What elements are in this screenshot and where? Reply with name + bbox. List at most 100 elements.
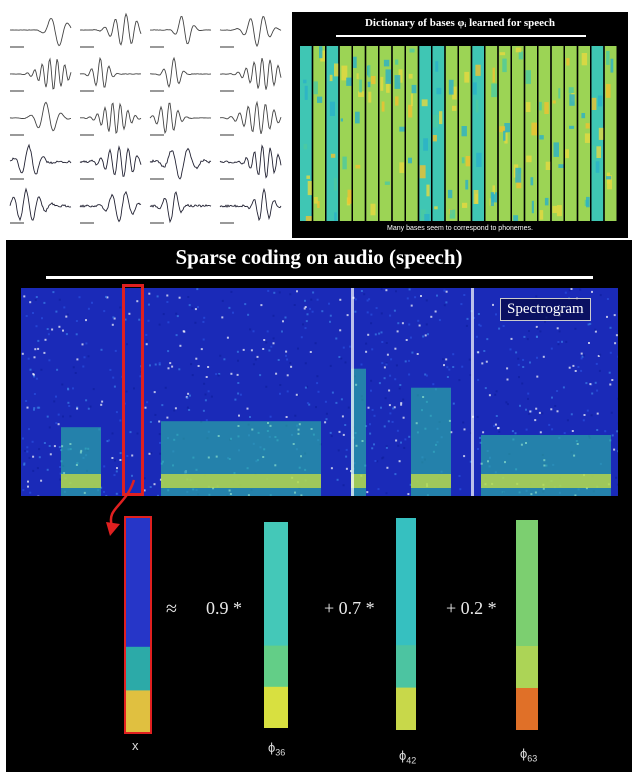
basis-patch: [568, 87, 574, 94]
spectrogram-speckle: [335, 337, 338, 340]
spectrogram-speckle: [344, 361, 347, 364]
spectrogram-speckle: [272, 337, 275, 340]
spectrogram-speckle: [189, 394, 191, 397]
spectrogram-speckle: [21, 352, 24, 355]
spectrogram-speckle: [48, 445, 51, 447]
spectrogram-speckle: [103, 465, 106, 468]
spectrogram-speckle: [81, 343, 84, 346]
spectrogram-speckle: [324, 421, 327, 424]
spectrogram-speckle: [188, 304, 191, 307]
spectrogram-speckle: [178, 296, 181, 299]
basis-patch: [353, 56, 357, 68]
basis-patch: [355, 111, 360, 124]
spectrogram-speckle: [463, 455, 466, 458]
spectrogram-speckle: [582, 419, 585, 422]
spectrogram-speckle: [411, 351, 414, 354]
spectrogram-speckle: [76, 406, 79, 409]
spectrogram-speckle: [461, 365, 464, 368]
spectrogram-speckle: [59, 466, 61, 468]
spectrogram-speckle: [119, 419, 122, 422]
spectrogram-speckle: [48, 426, 51, 429]
spectrogram-speckle: [443, 364, 445, 367]
spectrogram-speckle: [568, 366, 571, 369]
scale-bar: [220, 46, 234, 48]
spectrogram-speckle: [22, 437, 24, 440]
basis-patch: [423, 138, 428, 151]
spectrogram-speckle: [347, 406, 350, 409]
spectrogram-speckle: [416, 353, 419, 355]
spectrogram-speckle: [408, 435, 411, 438]
basis-patch: [545, 161, 551, 170]
spectrogram-speckle: [404, 360, 407, 363]
spectrogram-speckle: [340, 398, 343, 401]
spectrogram-speckle: [187, 296, 190, 298]
spectrogram-speckle: [424, 334, 427, 337]
column-separator: [391, 46, 393, 221]
spectrogram-speckle: [393, 309, 396, 312]
spectrogram-speckle: [138, 318, 141, 321]
approx-symbol: ≈: [166, 598, 177, 620]
spectrogram-speckle: [31, 440, 34, 443]
spectrogram-speckle: [145, 339, 148, 342]
waveform-trace: [149, 191, 212, 224]
basis-patch: [380, 76, 384, 91]
basis-patch: [552, 205, 557, 213]
spectrogram-speckle: [62, 415, 64, 418]
spectrogram-speckle: [297, 394, 300, 397]
waveform-basis-grid: [0, 0, 290, 236]
spectrogram-speckle: [191, 307, 194, 310]
spectrogram-speckle: [32, 371, 35, 373]
spectrogram-speckle: [407, 493, 410, 496]
spectrogram-speckle: [408, 288, 411, 291]
basis-patch: [504, 132, 508, 144]
spectrogram-energy: [351, 368, 366, 496]
spectrogram-speckle: [482, 431, 485, 434]
spectrogram-speckle: [230, 372, 233, 375]
spectrogram-speckle: [23, 462, 26, 465]
spectrogram-speckle: [238, 414, 240, 417]
spectrogram-speckle: [381, 341, 384, 343]
basis-column: [300, 46, 312, 221]
spectrogram-speckle: [154, 413, 157, 416]
spectrogram-speckle: [517, 357, 520, 360]
spectrogram-speckle: [596, 429, 599, 431]
spectrogram-speckle: [387, 420, 390, 423]
frame-vector-x: [124, 516, 152, 734]
spectrogram-speckle: [617, 355, 618, 358]
coefficient-2: + 0.7 *: [324, 598, 375, 618]
spectrogram-speckle: [158, 433, 161, 436]
spectrogram-speckle: [448, 368, 451, 371]
spectrogram-speckle: [485, 360, 488, 363]
basis-patch: [435, 61, 439, 72]
spectrogram-speckle: [427, 333, 429, 336]
spectrogram-speckle: [344, 424, 347, 426]
spectrogram-speckle: [506, 378, 509, 381]
spectrogram-speckle: [112, 376, 115, 379]
spectrogram-image: [21, 288, 618, 496]
spectrogram-speckle: [69, 415, 72, 418]
spectrogram-speckle: [366, 299, 369, 302]
basis-patch: [452, 105, 457, 111]
spectrogram-speckle: [535, 325, 538, 328]
basis-patch: [490, 192, 495, 206]
spectrogram-speckle: [468, 358, 471, 361]
basis-patch: [475, 64, 481, 76]
spectrogram-speckle: [246, 407, 249, 410]
spectrogram-speckle: [218, 373, 221, 375]
spectrogram-speckle: [522, 366, 525, 368]
selected-frame-box: [122, 284, 144, 496]
waveform-trace: [149, 147, 212, 180]
basis-patch: [410, 93, 413, 107]
spectrogram-speckle: [613, 314, 616, 317]
spectrogram-speckle: [535, 407, 538, 410]
spectrogram-speckle: [47, 333, 50, 336]
spectrogram-speckle: [597, 355, 600, 357]
spectrogram-speckle: [119, 452, 122, 455]
spectrogram-speckle: [442, 358, 444, 361]
spectrogram-speckle: [336, 478, 339, 481]
basis-column: [565, 46, 577, 221]
spectrogram-speckle: [103, 490, 105, 493]
dictionary-caption: Many bases seem to correspond to phoneme…: [387, 225, 533, 232]
spectrogram-speckle: [321, 310, 324, 313]
spectrogram-speckle: [158, 363, 161, 366]
